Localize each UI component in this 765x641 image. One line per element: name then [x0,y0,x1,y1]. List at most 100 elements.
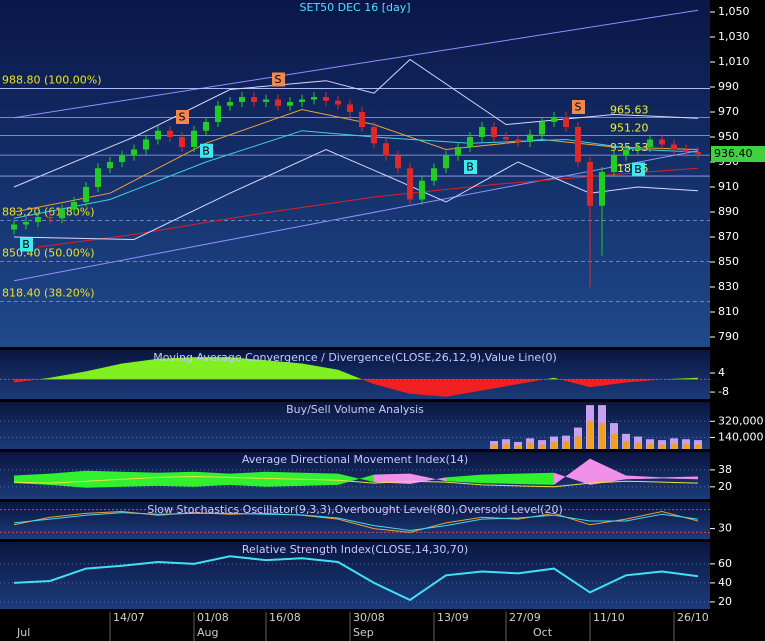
candle-body [419,180,426,200]
di-band [626,475,662,480]
chart-title: SET50 DEC 16 [day] [299,1,410,14]
fib-label: 988.80 (100.00%) [2,74,102,87]
candle-body [539,122,546,135]
volume-bar [659,444,665,450]
x-tick-label: 11/10 [593,611,625,624]
x-tick-label: 27/09 [509,611,541,624]
signal-marker [632,162,646,177]
candle-body [659,139,665,145]
candle-body [263,99,270,102]
y-tick-label: 890 [718,205,739,218]
candle-body [587,162,594,206]
candle-body [299,99,306,102]
volume-bar [527,442,534,450]
candle-body [383,143,390,156]
di-band [338,473,374,485]
candle-body [671,144,677,150]
y-tick-label: 830 [718,280,739,293]
panel-title: Slow Stochastics Oscillator(9,3,3),Overb… [147,503,563,516]
candle-body [191,130,198,147]
signal-marker [464,160,478,174]
di-band [446,474,482,484]
month-label: Oct [533,626,553,639]
volume-bar [695,444,701,450]
panel-background [0,542,710,610]
di-band [518,472,554,485]
candle-body [59,209,66,219]
candle-body [23,222,30,225]
candle-body [203,122,210,131]
y-tick-label: 850 [718,255,739,268]
volume-bar [599,423,606,450]
volume-bar [587,421,594,450]
di-band [554,458,590,485]
candle-body [347,104,354,112]
x-tick-label: 13/09 [437,611,469,624]
signal-label: B [202,144,210,157]
fib-label: 818.40 (38.20%) [2,287,95,300]
volume-bar [683,444,689,450]
axis-panel [710,0,765,641]
candle-body [95,168,102,187]
candle-body [695,152,701,154]
trend-line [13,9,699,119]
candle-body [611,155,618,172]
panel-title: Relative Strength Index(CLOSE,14,30,70) [242,543,468,556]
candle-body [575,127,582,162]
candle-body [119,155,126,162]
y-tick-label: 38 [718,463,732,476]
candle-body [11,224,18,230]
volume-bar [671,443,677,450]
candle-body [395,155,402,169]
candle-body [215,105,222,122]
panel-title: Average Directional Movement Index(14) [242,453,468,466]
candle-body [455,147,462,156]
candle-body [515,139,522,142]
candle-body [479,127,486,137]
moving-average [13,58,699,188]
y-tick-label: 950 [718,130,739,143]
volume-bar [647,443,654,450]
y-tick-label: 970 [718,105,739,118]
di-band [482,473,518,484]
volume-bar [491,444,498,450]
candle-body [623,149,630,156]
adx-line [13,475,699,488]
candle-body [107,162,114,169]
month-label: Sep [353,626,374,639]
volume-bar [503,443,510,450]
volume-bar [575,436,582,450]
indicator-line [13,555,699,602]
y-tick-label: 870 [718,230,739,243]
y-tick-label: 910 [718,180,739,193]
candle-body [335,100,342,105]
signal-marker [572,100,586,114]
volume-bar [539,444,546,450]
candle-body [431,168,438,181]
panel-title: Moving Average Convergence / Divergence(… [153,351,557,364]
candle-body [371,127,378,144]
y-tick-label: 1,010 [718,55,750,68]
candle-body [287,102,294,106]
y-tick-label: 990 [718,80,739,93]
volume-bar [623,441,630,450]
y-tick-label: 4 [718,366,725,379]
signal-label: S [275,73,282,86]
panel-title: Buy/Sell Volume Analysis [286,403,424,416]
signal-label: B [634,163,642,176]
indicator-line [13,512,699,532]
signal-marker [20,237,34,252]
signal-label: B [466,161,474,174]
y-tick-label: 60 [718,557,732,570]
candle-body [251,97,258,102]
candle-body [275,99,282,106]
candle-body [35,217,42,222]
y-tick-label: 320,000 [718,414,764,427]
candle-body [167,130,174,137]
di-band [194,471,230,487]
candle-body [443,155,450,169]
y-tick-label: 790 [718,330,739,343]
di-band [86,470,122,488]
candle-body [635,147,642,150]
